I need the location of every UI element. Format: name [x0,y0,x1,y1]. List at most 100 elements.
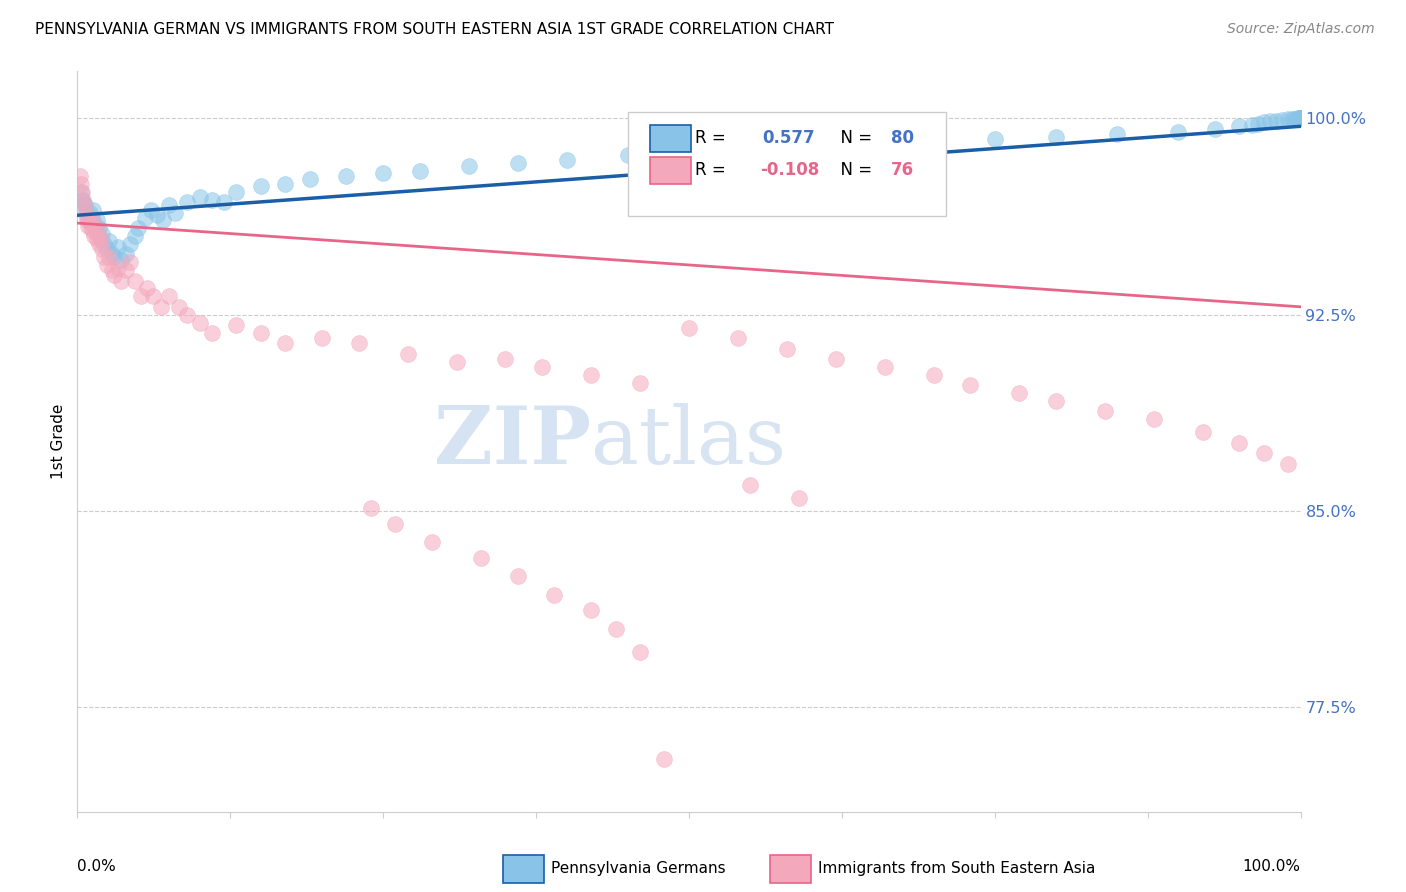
Text: 80: 80 [891,129,914,147]
Point [628,645,651,659]
Point [1167,124,1189,138]
Point [1247,117,1270,131]
FancyBboxPatch shape [650,157,692,184]
Text: PENNSYLVANIA GERMAN VS IMMIGRANTS FROM SOUTH EASTERN ASIA 1ST GRADE CORRELATION : PENNSYLVANIA GERMAN VS IMMIGRANTS FROM S… [35,22,834,37]
Point [1289,112,1312,126]
Point [80,221,103,235]
Point [678,320,700,334]
FancyBboxPatch shape [628,112,946,216]
Point [80,213,103,227]
Point [1045,394,1067,409]
Point [1289,112,1312,126]
Point [740,143,762,157]
Point [1008,386,1031,401]
Point [103,250,125,264]
Point [90,232,112,246]
Point [1289,112,1312,126]
Point [274,336,297,351]
Point [1289,112,1312,126]
Point [1258,114,1281,128]
Point [90,232,112,246]
Text: R =: R = [695,161,731,178]
Point [87,227,110,241]
Point [118,237,141,252]
Point [128,221,150,235]
Point [201,326,224,340]
Point [87,227,110,241]
Point [136,281,159,295]
Text: 0.577: 0.577 [762,129,815,147]
Point [727,331,749,345]
Point [1281,112,1303,127]
Text: 76: 76 [891,161,914,178]
Point [1191,425,1213,440]
Point [139,202,162,217]
Point [531,359,554,374]
Point [165,205,187,219]
Point [134,211,156,225]
Point [446,355,468,369]
Point [82,202,104,217]
Point [1253,115,1275,129]
Point [75,202,97,217]
Point [93,237,115,252]
Text: Source: ZipAtlas.com: Source: ZipAtlas.com [1227,22,1375,37]
Point [1271,113,1294,128]
Point [873,359,896,374]
Point [409,163,432,178]
Point [98,250,121,264]
Point [90,227,112,241]
Point [360,501,382,516]
Point [72,195,94,210]
Point [115,247,138,261]
Point [335,169,357,183]
Point [89,237,111,252]
Point [75,208,97,222]
Point [83,216,105,230]
Point [83,229,105,244]
Point [1204,122,1226,136]
Point [543,588,565,602]
Point [100,263,122,277]
Point [212,195,235,210]
Point [959,378,981,392]
Point [107,260,129,275]
Point [1229,120,1251,134]
Point [80,216,103,230]
Point [1284,112,1306,126]
Point [115,263,138,277]
Point [69,169,91,183]
Point [506,156,529,170]
Point [73,201,96,215]
Point [96,258,118,272]
Point [124,229,146,244]
Point [73,198,96,212]
Point [298,171,321,186]
Point [371,166,394,180]
Point [1277,457,1299,471]
Point [617,148,640,162]
Point [654,752,676,766]
Text: N =: N = [830,161,877,178]
Point [118,255,141,269]
Text: Pennsylvania Germans: Pennsylvania Germans [551,862,725,876]
Point [84,221,107,235]
Point [1289,112,1312,126]
Point [922,135,945,149]
Text: ZIP: ZIP [434,402,591,481]
Point [787,491,810,505]
Point [110,252,132,267]
Point [605,622,627,636]
Point [824,352,846,367]
Text: 100.0%: 100.0% [1243,859,1301,874]
Point [103,268,125,283]
Point [188,190,211,204]
Point [70,177,93,191]
Point [70,193,93,207]
Point [1265,113,1288,128]
Point [146,208,169,222]
Point [1277,112,1299,127]
Text: -0.108: -0.108 [759,161,820,178]
Point [149,300,172,314]
Point [1240,118,1263,132]
